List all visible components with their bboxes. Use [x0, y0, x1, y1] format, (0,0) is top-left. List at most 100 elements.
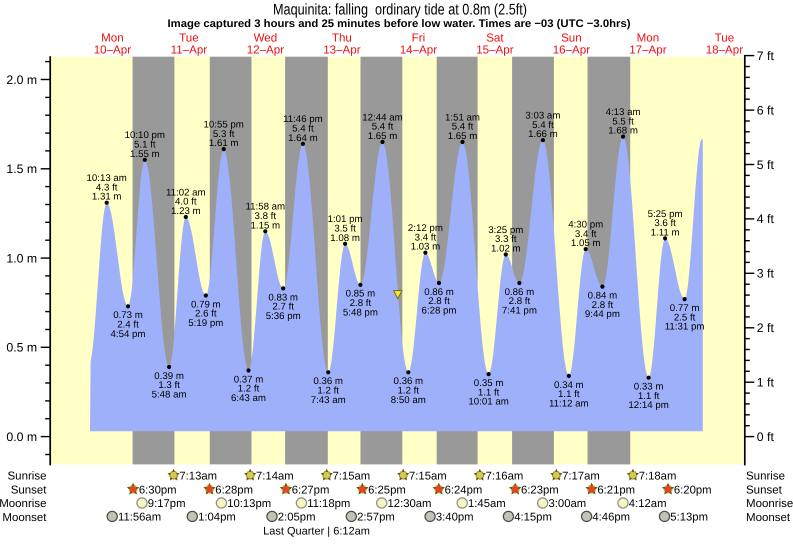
svg-text:3 ft: 3 ft — [757, 267, 775, 281]
svg-text:16–Apr: 16–Apr — [553, 44, 591, 57]
svg-text:9:44 pm: 9:44 pm — [585, 309, 620, 320]
svg-text:7:17am: 7:17am — [562, 470, 600, 482]
svg-text:5.4 ft: 5.4 ft — [372, 122, 394, 133]
svg-text:7:15am: 7:15am — [409, 470, 447, 482]
svg-text:10–Apr: 10–Apr — [94, 44, 132, 57]
svg-text:1:51 am: 1:51 am — [445, 112, 480, 123]
svg-text:1.1 ft: 1.1 ft — [478, 387, 500, 398]
svg-text:1:45am: 1:45am — [468, 498, 506, 510]
svg-text:7:41 pm: 7:41 pm — [502, 306, 537, 317]
svg-text:1.61 m: 1.61 m — [209, 138, 239, 149]
svg-text:0.86 m: 0.86 m — [424, 287, 454, 298]
svg-text:3.4 ft: 3.4 ft — [415, 232, 437, 243]
svg-text:1.2 ft: 1.2 ft — [317, 386, 339, 397]
svg-text:5.4 ft: 5.4 ft — [292, 124, 314, 135]
svg-text:1.64 m: 1.64 m — [288, 133, 318, 144]
svg-text:1.11 m: 1.11 m — [651, 227, 680, 238]
svg-text:7:16am: 7:16am — [486, 470, 524, 482]
svg-text:Fri: Fri — [412, 31, 426, 44]
svg-text:4:15pm: 4:15pm — [514, 512, 552, 524]
svg-text:Image captured 3 hours and 25: Image captured 3 hours and 25 minutes be… — [168, 18, 631, 30]
svg-text:1:01 pm: 1:01 pm — [328, 214, 363, 225]
svg-text:7:13am: 7:13am — [179, 470, 217, 482]
svg-text:7:18am: 7:18am — [639, 470, 677, 482]
svg-text:6:28 pm: 6:28 pm — [421, 306, 456, 317]
svg-text:1:04pm: 1:04pm — [198, 512, 236, 524]
svg-text:13–Apr: 13–Apr — [323, 44, 361, 57]
svg-text:6:27pm: 6:27pm — [292, 484, 330, 496]
svg-text:5.5 ft: 5.5 ft — [612, 116, 634, 127]
svg-text:0.84 m: 0.84 m — [588, 291, 618, 302]
svg-text:5.4 ft: 5.4 ft — [532, 120, 554, 131]
svg-text:Moonrise: Moonrise — [746, 498, 793, 510]
svg-text:1.23 m: 1.23 m — [171, 206, 201, 217]
svg-text:3:40pm: 3:40pm — [436, 512, 474, 524]
svg-text:3.3 ft: 3.3 ft — [495, 234, 517, 245]
svg-text:10:10 pm: 10:10 pm — [125, 130, 165, 141]
svg-text:Sunset: Sunset — [11, 484, 48, 496]
svg-text:1.08 m: 1.08 m — [330, 233, 360, 244]
svg-text:0.77 m: 0.77 m — [670, 303, 700, 314]
svg-text:4:30 pm: 4:30 pm — [568, 220, 603, 231]
svg-text:6:21pm: 6:21pm — [597, 484, 635, 496]
svg-text:1.55 m: 1.55 m — [130, 149, 160, 160]
svg-text:5 ft: 5 ft — [757, 158, 775, 172]
svg-text:6:25pm: 6:25pm — [368, 484, 406, 496]
svg-text:10:13 am: 10:13 am — [86, 173, 126, 184]
svg-text:2.5 ft: 2.5 ft — [674, 312, 696, 323]
svg-text:3.5 ft: 3.5 ft — [334, 224, 356, 235]
svg-text:11:12 am: 11:12 am — [549, 398, 589, 409]
svg-text:0.79 m: 0.79 m — [191, 299, 221, 310]
svg-text:Thu: Thu — [332, 31, 352, 44]
svg-text:8:50 am: 8:50 am — [391, 395, 426, 406]
svg-text:1.68 m: 1.68 m — [608, 126, 638, 137]
svg-text:1.1 ft: 1.1 ft — [638, 391, 660, 402]
svg-text:Tue: Tue — [715, 31, 735, 44]
svg-text:2.6 ft: 2.6 ft — [195, 309, 217, 320]
svg-text:6:43 am: 6:43 am — [231, 393, 266, 404]
svg-text:5:48 pm: 5:48 pm — [343, 307, 378, 318]
svg-text:5:48 am: 5:48 am — [152, 390, 187, 401]
svg-text:2.8 ft: 2.8 ft — [592, 300, 614, 311]
svg-text:0.33 m: 0.33 m — [634, 382, 664, 393]
svg-text:12:14 pm: 12:14 pm — [628, 400, 668, 411]
svg-text:2:12 pm: 2:12 pm — [408, 223, 443, 234]
svg-text:11:58 am: 11:58 am — [245, 202, 285, 213]
svg-text:7 ft: 7 ft — [757, 49, 775, 63]
svg-text:5:36 pm: 5:36 pm — [266, 311, 301, 322]
svg-text:6:28pm: 6:28pm — [215, 484, 253, 496]
svg-text:0.83 m: 0.83 m — [268, 292, 298, 303]
svg-text:4:54 pm: 4:54 pm — [110, 329, 145, 340]
svg-text:3:25 pm: 3:25 pm — [488, 225, 523, 236]
svg-text:Last Quarter | 6:12am: Last Quarter | 6:12am — [263, 526, 370, 538]
svg-text:7:43 am: 7:43 am — [311, 395, 346, 406]
svg-text:3:00am: 3:00am — [549, 498, 587, 510]
svg-text:1.66 m: 1.66 m — [528, 129, 558, 140]
svg-text:0.85 m: 0.85 m — [346, 289, 376, 300]
svg-text:1.05 m: 1.05 m — [571, 238, 601, 249]
svg-text:0.36 m: 0.36 m — [313, 376, 343, 387]
svg-text:0.34 m: 0.34 m — [554, 380, 584, 391]
svg-text:0.73 m: 0.73 m — [113, 310, 143, 321]
svg-text:9:17pm: 9:17pm — [148, 498, 186, 510]
svg-text:Sunrise: Sunrise — [8, 471, 47, 483]
svg-text:4:13 am: 4:13 am — [606, 107, 641, 118]
svg-text:Mon: Mon — [101, 31, 124, 44]
svg-text:2.8 ft: 2.8 ft — [428, 296, 450, 307]
svg-text:11:31 pm: 11:31 pm — [665, 322, 705, 333]
svg-text:4:12am: 4:12am — [629, 498, 667, 510]
svg-text:0.36 m: 0.36 m — [393, 376, 423, 387]
svg-text:5:19 pm: 5:19 pm — [188, 318, 223, 329]
svg-text:2.7 ft: 2.7 ft — [272, 302, 294, 313]
svg-text:4:46pm: 4:46pm — [592, 512, 630, 524]
svg-text:1.5 m: 1.5 m — [6, 162, 37, 176]
svg-text:Tue: Tue — [179, 31, 199, 44]
svg-text:0.39 m: 0.39 m — [154, 371, 184, 382]
svg-text:6:23pm: 6:23pm — [521, 484, 559, 496]
svg-text:10:01 am: 10:01 am — [468, 397, 508, 408]
svg-text:6:24pm: 6:24pm — [445, 484, 483, 496]
svg-text:17–Apr: 17–Apr — [629, 44, 667, 57]
svg-text:11:56am: 11:56am — [118, 512, 161, 524]
svg-text:1.0 m: 1.0 m — [6, 251, 37, 265]
svg-text:11:02 am: 11:02 am — [166, 187, 206, 198]
